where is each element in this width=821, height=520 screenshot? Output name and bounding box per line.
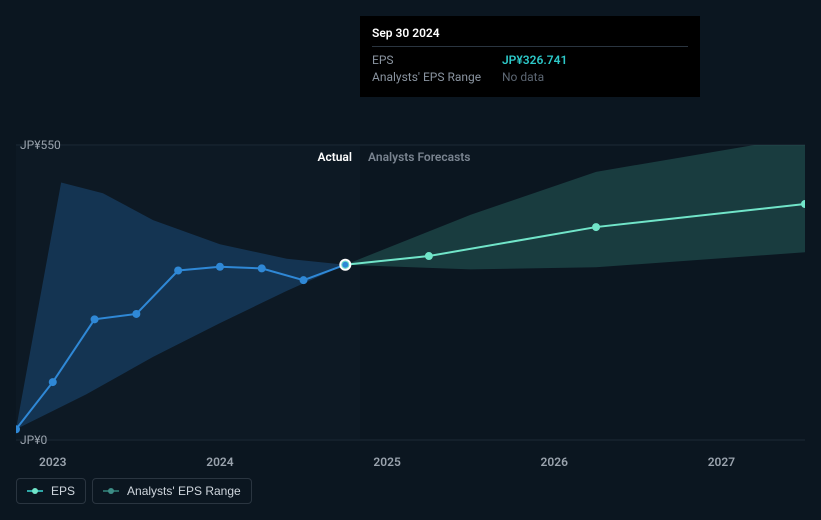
eps-forecast-chart: JP¥550 JP¥0 2023 2024 2025 2026 2027 Act… xyxy=(0,0,821,520)
section-label-actual: Actual xyxy=(317,150,360,164)
chart-tooltip: Sep 30 2024 EPS JP¥326.741 Analysts' EPS… xyxy=(360,16,700,97)
tooltip-label: Analysts' EPS Range xyxy=(372,70,502,84)
tooltip-date: Sep 30 2024 xyxy=(372,26,688,40)
legend-swatch-icon xyxy=(103,486,119,496)
x-tick-label: 2026 xyxy=(541,455,568,469)
tooltip-value: JP¥326.741 xyxy=(502,53,567,67)
x-tick-label: 2027 xyxy=(708,455,735,469)
legend-label: EPS xyxy=(51,484,75,498)
tooltip-value: No data xyxy=(502,70,544,84)
legend-item-eps[interactable]: EPS xyxy=(16,478,86,504)
y-tick-label: JP¥550 xyxy=(20,138,61,152)
section-label-forecast: Analysts Forecasts xyxy=(360,150,470,164)
x-tick-label: 2024 xyxy=(206,455,233,469)
y-tick-label: JP¥0 xyxy=(20,433,47,447)
legend-label: Analysts' EPS Range xyxy=(127,484,241,498)
tooltip-label: EPS xyxy=(372,53,502,67)
x-tick-label: 2025 xyxy=(373,455,400,469)
tooltip-divider xyxy=(372,46,688,47)
chart-legend: EPS Analysts' EPS Range xyxy=(16,478,252,504)
x-tick-label: 2023 xyxy=(39,455,66,469)
legend-swatch-icon xyxy=(27,486,43,496)
tooltip-row-eps: EPS JP¥326.741 xyxy=(372,53,688,67)
legend-item-range[interactable]: Analysts' EPS Range xyxy=(92,478,252,504)
tooltip-row-range: Analysts' EPS Range No data xyxy=(372,70,688,84)
